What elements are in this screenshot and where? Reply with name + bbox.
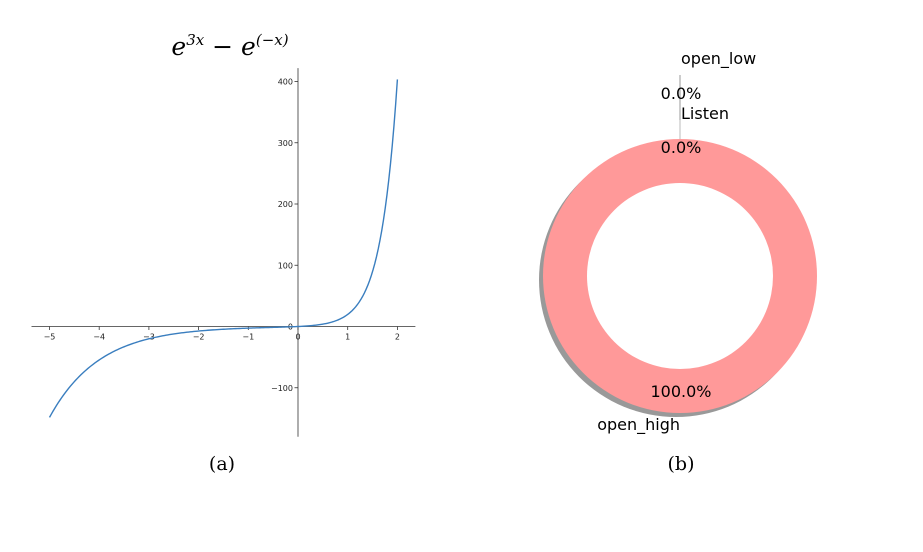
caption-a: (a) [209,453,235,475]
y-tick-label: −100 [271,384,293,393]
slice-pct-open_high: 100.0% [650,382,711,401]
series-line [48,79,399,418]
y-tick-label: 400 [278,78,293,87]
y-tick-label: 200 [278,200,293,209]
x-tick-label: 1 [345,333,350,342]
axes [31,68,416,437]
function-plot: e3x − e(−x) −5 −4 −3 −2 −1 0 1 2 −100 0 100 200 300… [31,31,416,437]
y-tick-label: 100 [278,261,293,270]
x-tick-label: −2 [193,333,205,342]
x-tick-label: 2 [395,333,400,342]
slice-label-open_high: open_high [597,415,680,435]
slice-pct-open_low: 0.0% [661,84,702,103]
x-tick-label: −4 [93,333,105,342]
y-ticks: −100 0 100 200 300 400 [271,78,298,393]
x-tick-label: 0 [295,333,300,342]
caption-b: (b) [668,453,695,475]
x-tick-label: −1 [242,333,254,342]
x-tick-label: −5 [44,333,56,342]
slice-pct-listen: 0.0% [661,138,702,157]
slice-label-listen: Listen [681,104,729,123]
x-ticks: −5 −4 −3 −2 −1 0 1 2 [44,326,400,342]
donut-hole [587,183,773,369]
plot-title: e3x − e(−x) [171,31,288,61]
slice-label-open_low: open_low [681,49,756,69]
y-tick-label: 300 [278,139,293,148]
donut-chart: open_low 0.0% Listen 0.0% 100.0% open_hi… [539,49,817,435]
x-tick-label: −3 [143,333,155,342]
